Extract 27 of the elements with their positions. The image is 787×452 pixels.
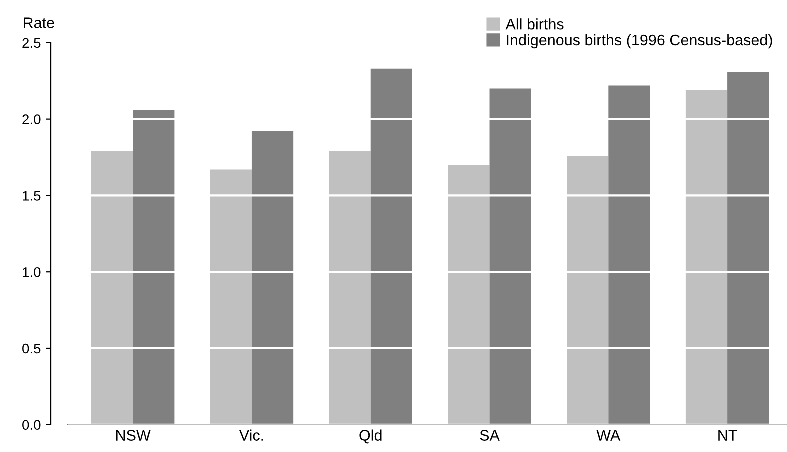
y-tick-label: 2.0 — [22, 114, 41, 124]
bar — [608, 86, 650, 425]
x-tick-label: WA — [596, 430, 621, 441]
x-tick-label: NT — [718, 430, 738, 441]
bar — [490, 88, 532, 425]
y-axis-title: Rate — [24, 18, 54, 28]
bar — [133, 110, 175, 425]
bar — [329, 151, 371, 425]
bar — [686, 90, 728, 425]
bar — [91, 151, 134, 425]
bar — [567, 156, 609, 425]
y-tick-label: 2.5 — [22, 38, 41, 48]
bar — [210, 170, 252, 425]
bar — [448, 165, 490, 425]
bar — [728, 72, 770, 425]
bar — [252, 132, 294, 425]
bar — [370, 68, 412, 425]
y-tick-label: 1.5 — [23, 191, 41, 201]
legend-label: Indigenous births (1996 Census-based) — [507, 34, 772, 49]
y-tick-label: 0.0 — [22, 420, 41, 430]
y-tick-label: 1.0 — [23, 267, 41, 278]
legend-label: All births — [506, 18, 564, 30]
y-tick-label: 0.5 — [22, 344, 41, 354]
x-tick-label: NSW — [116, 430, 151, 441]
x-tick-label: SA — [480, 430, 500, 441]
x-tick-label: Qld — [360, 430, 382, 444]
x-tick-label: Vic. — [239, 430, 264, 441]
